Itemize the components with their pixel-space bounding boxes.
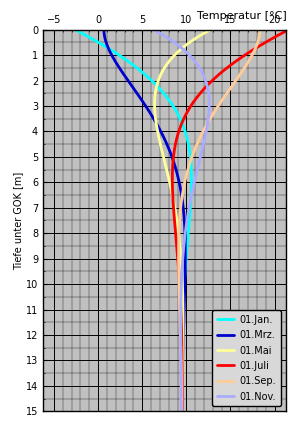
Line: 01.Jan.: 01.Jan. (75, 30, 192, 411)
01.Mai (181, 340, 185, 345)
01.Mai (181, 399, 184, 404)
01.Juli (181, 409, 184, 414)
Legend: 01.Jan., 01.Mrz., 01.Mai, 01.Juli, 01.Sep., 01.Nov.: 01.Jan., 01.Mrz., 01.Mai, 01.Juli, 01.Se… (212, 310, 281, 407)
01.Sep. (177, 234, 181, 239)
01.Mrz. (182, 211, 186, 216)
01.Mrz. (183, 234, 187, 239)
01.Nov. (181, 254, 185, 259)
01.Nov. (180, 409, 183, 414)
01.Mrz. (102, 27, 106, 32)
01.Nov. (187, 208, 190, 213)
01.Juli (181, 399, 184, 404)
01.Sep. (177, 254, 180, 259)
Y-axis label: Tiefe unter GOK [m]: Tiefe unter GOK [m] (13, 171, 23, 270)
01.Mrz. (180, 399, 184, 404)
01.Nov. (179, 340, 183, 345)
01.Sep. (180, 399, 184, 404)
01.Sep. (258, 27, 262, 32)
01.Mrz. (182, 208, 185, 213)
01.Mai (177, 234, 181, 239)
01.Sep. (179, 340, 183, 345)
01.Juli (180, 340, 184, 345)
Line: 01.Sep.: 01.Sep. (178, 30, 260, 411)
Line: 01.Juli: 01.Juli (172, 30, 289, 411)
01.Sep. (178, 208, 182, 213)
01.Mai (179, 254, 183, 259)
01.Jan. (180, 399, 183, 404)
01.Mai (173, 208, 177, 213)
01.Jan. (74, 27, 77, 32)
01.Jan. (180, 340, 184, 345)
01.Jan. (180, 409, 183, 414)
Line: 01.Mrz.: 01.Mrz. (104, 30, 185, 411)
01.Nov. (152, 27, 155, 32)
01.Juli (172, 211, 176, 216)
Line: 01.Nov.: 01.Nov. (153, 30, 209, 411)
01.Juli (172, 208, 176, 213)
Text: Temperatur [°C]: Temperatur [°C] (197, 11, 287, 21)
01.Mrz. (180, 409, 184, 414)
01.Mai (181, 409, 184, 414)
01.Jan. (188, 211, 192, 216)
01.Mai (209, 27, 212, 32)
01.Mrz. (184, 254, 187, 259)
01.Jan. (188, 208, 192, 213)
01.Sep. (180, 409, 184, 414)
01.Jan. (186, 234, 190, 239)
01.Nov. (183, 234, 187, 239)
Line: 01.Mai: 01.Mai (155, 30, 210, 411)
01.Nov. (180, 399, 183, 404)
01.Sep. (178, 211, 182, 216)
01.Juli (176, 254, 179, 259)
01.Nov. (186, 211, 190, 216)
01.Juli (174, 234, 178, 239)
01.Juli (287, 27, 290, 32)
01.Mrz. (181, 340, 185, 345)
01.Jan. (184, 254, 188, 259)
01.Mai (174, 211, 178, 216)
